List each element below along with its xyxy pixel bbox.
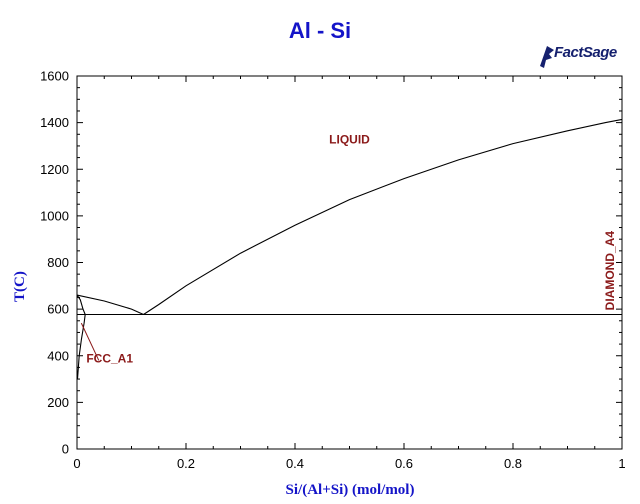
- y-tick-label: 400: [47, 348, 69, 363]
- factsage-logo-text: FactSage: [554, 44, 617, 61]
- fcc-label-pointer-line: [80, 322, 100, 361]
- y-tick-label: 1000: [40, 208, 69, 223]
- phase-boundary-line: [143, 118, 623, 315]
- phase-label: DIAMOND_A4: [603, 231, 617, 311]
- x-tick-label: 0.4: [286, 456, 304, 471]
- y-tick-label: 0: [62, 442, 69, 457]
- y-tick-label: 200: [47, 395, 69, 410]
- y-axis-label: T(C): [12, 271, 28, 302]
- x-tick-label: 1: [618, 456, 625, 471]
- y-tick-label: 600: [47, 302, 69, 317]
- phase-boundary-line: [76, 314, 86, 380]
- factsage-logo-mark-icon: [540, 46, 554, 68]
- chart-title: Al - Si: [288, 18, 352, 43]
- x-axis-label: Si/(Al+Si) (mol/mol): [285, 482, 415, 498]
- x-tick-label: 0.2: [177, 456, 195, 471]
- phase-label: LIQUID: [329, 133, 370, 147]
- x-tick-label: 0.8: [504, 456, 522, 471]
- phase-label: FCC_A1: [86, 352, 133, 366]
- x-tick-label: 0: [73, 456, 80, 471]
- y-tick-label: 1200: [40, 162, 69, 177]
- x-tick-label: 0.6: [395, 456, 413, 471]
- y-tick-label: 1600: [40, 69, 69, 84]
- phase-boundary-line: [76, 294, 86, 315]
- factsage-logo: FactSage: [538, 40, 630, 74]
- phase-boundary-line: [76, 294, 144, 316]
- y-tick-label: 1400: [40, 115, 69, 130]
- y-tick-label: 800: [47, 255, 69, 270]
